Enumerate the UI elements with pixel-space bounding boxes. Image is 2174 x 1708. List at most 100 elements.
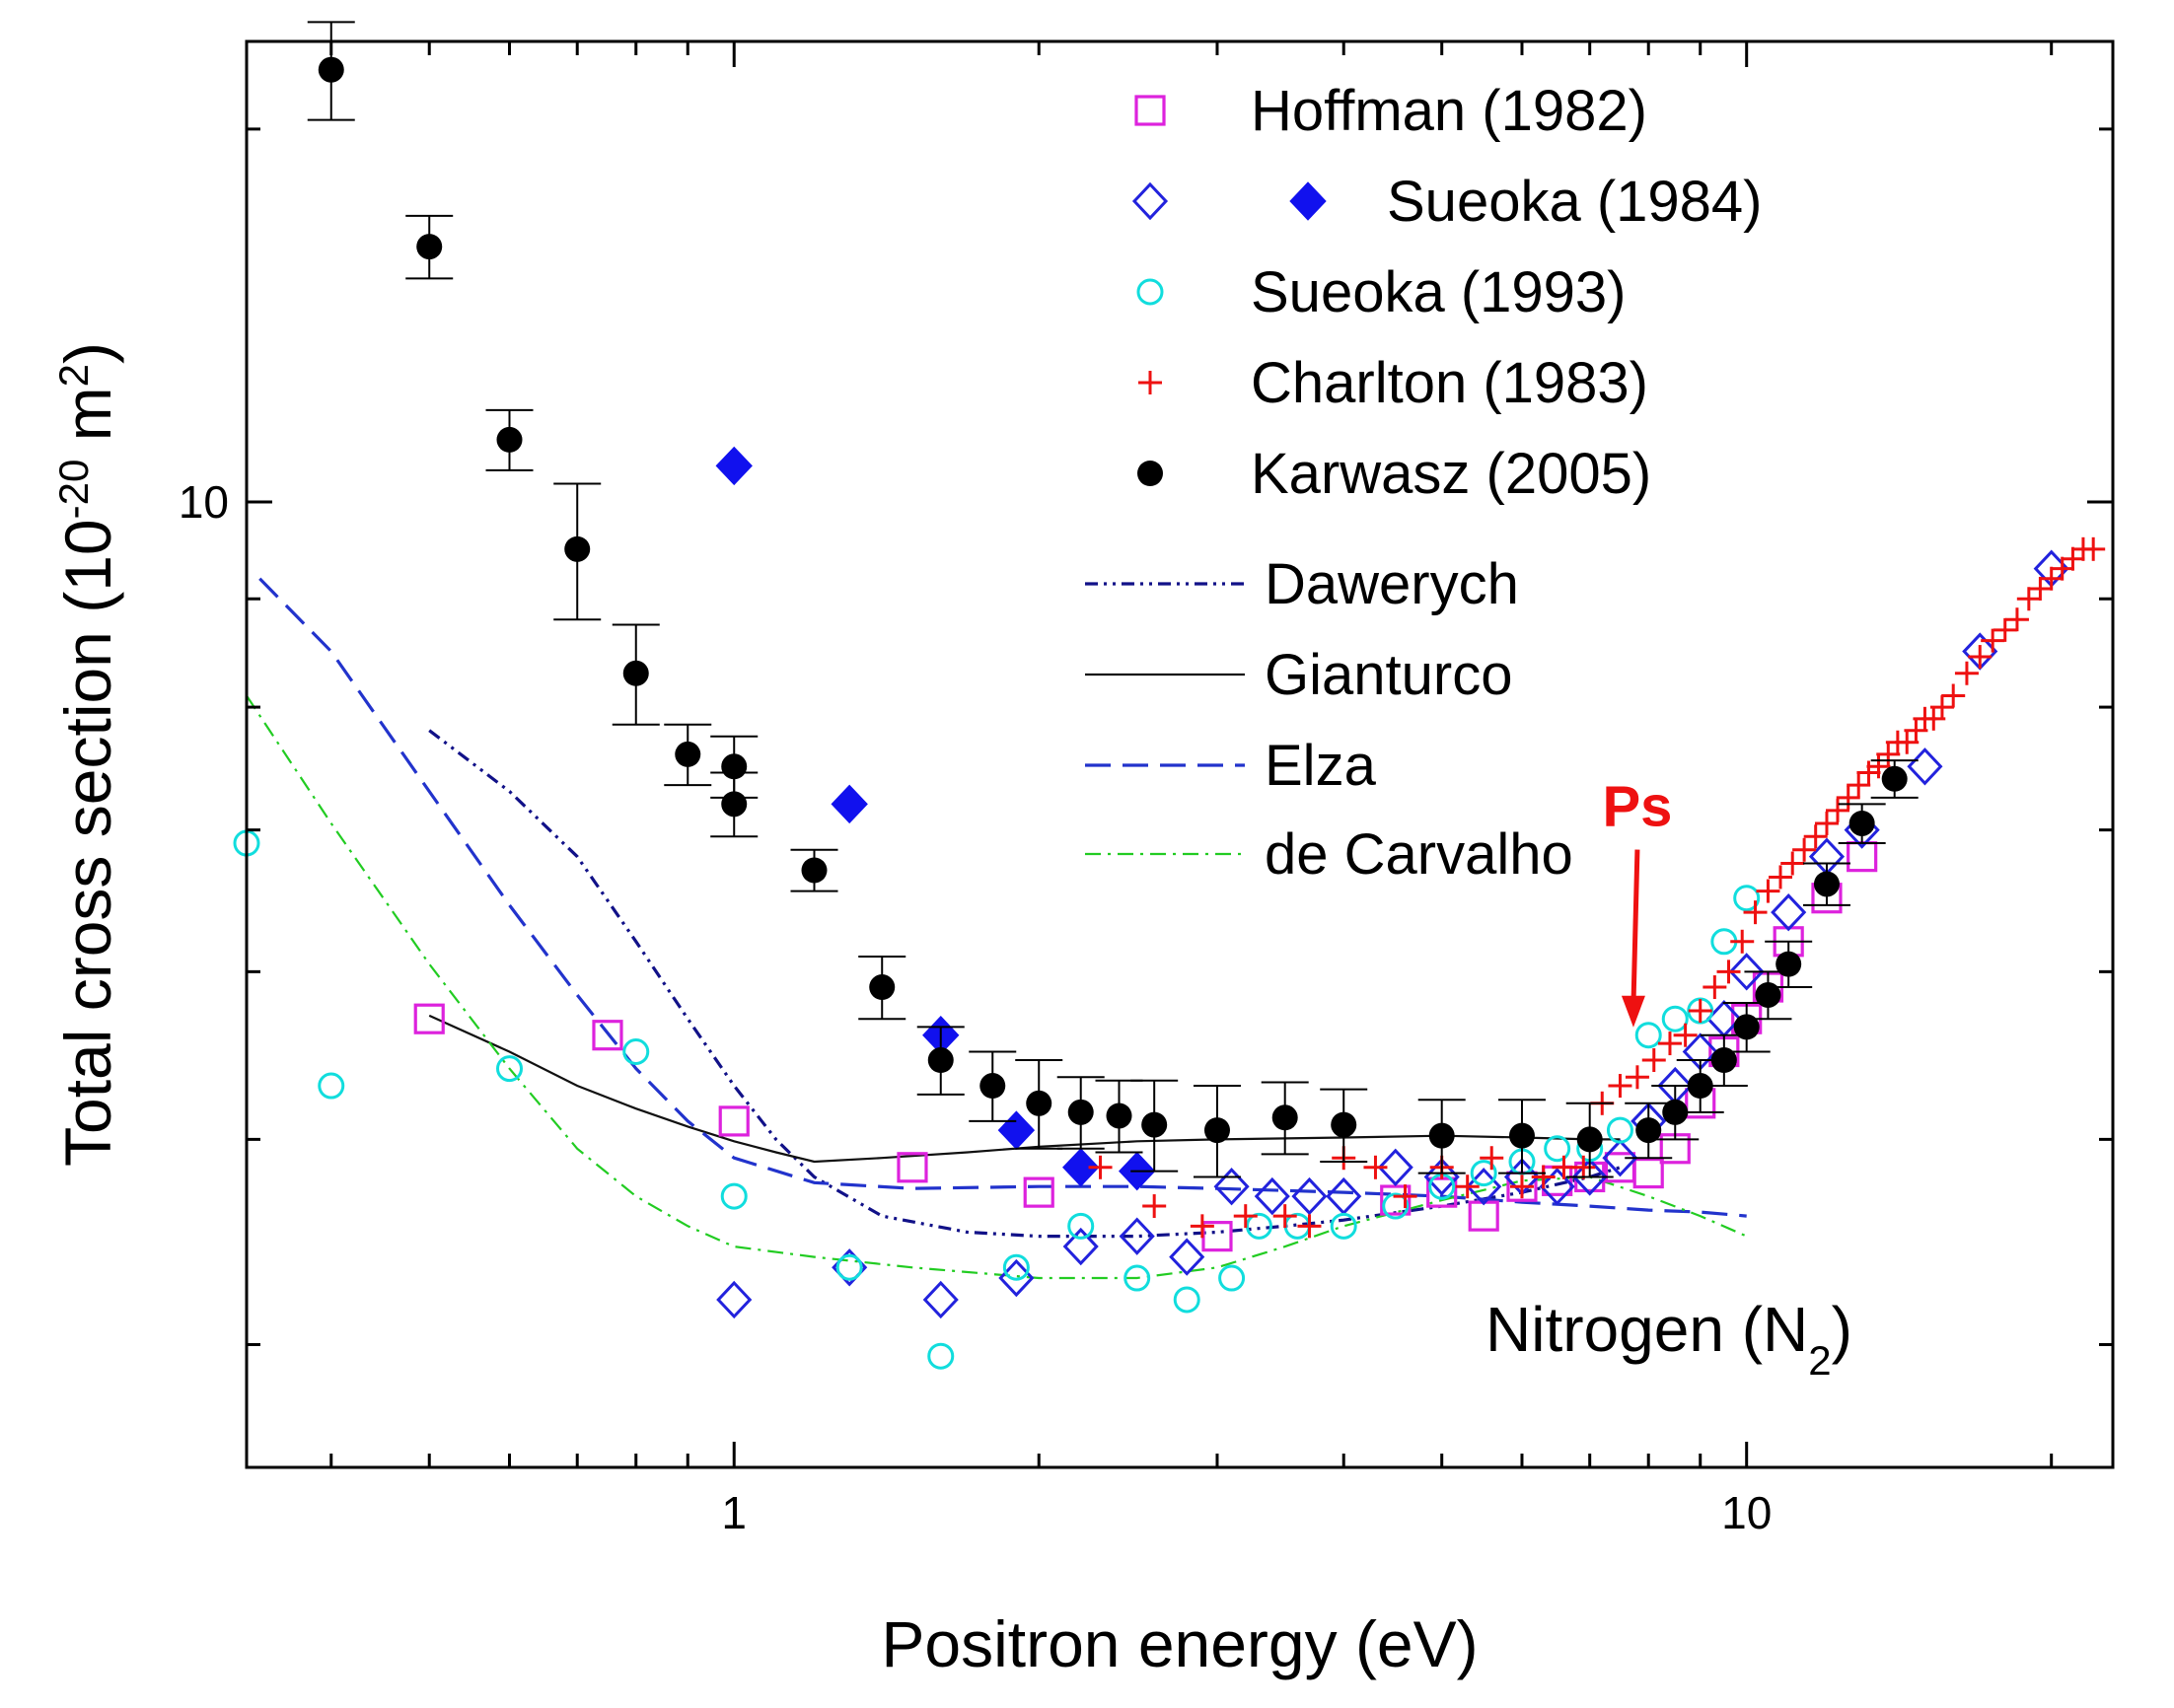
y-axis-title-exp: -20 [50, 460, 97, 520]
data-point [1907, 747, 1943, 786]
series-karwasz-2005- [307, 21, 1919, 1178]
legend-entry-de-carvalho: de Carvalho [1085, 822, 1573, 887]
data-point [1847, 773, 1871, 798]
legend-entry-karwasz-2005-: Karwasz (2005) [1137, 442, 1651, 506]
data-point [416, 234, 443, 260]
data-point [1657, 1032, 1682, 1056]
data-point [1662, 1099, 1689, 1125]
data-point [1245, 1212, 1272, 1240]
data-point [1730, 929, 1755, 954]
legend-label: de Carvalho [1265, 822, 1573, 887]
data-point [675, 741, 701, 767]
data-point [1380, 1184, 1412, 1216]
data-point [1326, 1176, 1362, 1216]
data-point [1602, 1139, 1638, 1177]
data-point [1634, 1022, 1662, 1049]
data-point [1470, 1160, 1497, 1187]
data-point [1635, 1117, 1662, 1144]
data-point [1141, 1111, 1168, 1138]
data-point [1941, 683, 1966, 708]
data-point [2016, 587, 2041, 611]
data-point [1428, 1122, 1455, 1149]
y-axis-title: Total cross section (10-20 m2) [50, 342, 125, 1167]
data-point [1067, 1212, 1095, 1240]
data-point [1848, 810, 1875, 836]
data-point [1792, 837, 1817, 862]
data-point [897, 1152, 928, 1183]
data-point [318, 1072, 345, 1100]
y-axis-title-unit: m [51, 387, 124, 459]
series-sueoka-1984-filled [715, 446, 1156, 1191]
plot-frame [245, 39, 2115, 1469]
data-point [997, 1110, 1036, 1150]
legend-entry-dawerych: Dawerych [1085, 552, 1519, 616]
nitrogen-annotation-sub: 2 [1808, 1337, 1831, 1384]
data-point [1688, 999, 1712, 1024]
data-point [1780, 851, 1805, 876]
data-point [1330, 1212, 1357, 1240]
data-point [1331, 1111, 1357, 1138]
data-point [1173, 1286, 1200, 1314]
data-point [1710, 1047, 1737, 1074]
data-point [1571, 1158, 1608, 1196]
data-point [1088, 1155, 1113, 1179]
ps-arrow [1630, 849, 1640, 1006]
series-line-dawerych [428, 729, 1621, 1239]
data-point [1123, 1264, 1151, 1292]
data-point [1755, 981, 1781, 1008]
legend-marker [1137, 461, 1163, 486]
x-tick-label: 10 [1721, 1487, 1772, 1538]
data-point [1203, 1117, 1230, 1144]
series-sueoka-1993- [233, 829, 1761, 1370]
legend-marker [1136, 278, 1164, 306]
axis-ticks: 1 10 10 [179, 41, 2113, 1538]
legend-label: Gianturco [1265, 643, 1512, 707]
data-point [496, 1055, 524, 1083]
data-point [1769, 865, 1793, 890]
data-point [927, 1342, 955, 1370]
data-point [1836, 785, 1860, 810]
data-point [1272, 1204, 1297, 1229]
data-point [413, 1003, 445, 1034]
y-axis-title-unit-exp: 2 [50, 364, 97, 387]
data-point [1393, 1184, 1417, 1209]
data-point [979, 1073, 1006, 1100]
data-point [716, 1280, 753, 1319]
legend-marker-filled-diamond [1289, 181, 1327, 221]
data-point [1743, 900, 1768, 925]
data-point [622, 660, 649, 686]
legend-label: Karwasz (2005) [1251, 442, 1651, 506]
data-point [1825, 798, 1849, 822]
data-point [1771, 892, 1807, 932]
data-point [1468, 1200, 1499, 1232]
data-point [1625, 1065, 1649, 1090]
data-point [1190, 1214, 1214, 1239]
data-point [318, 56, 344, 83]
data-point [1687, 1073, 1713, 1100]
data-point [831, 784, 868, 824]
y-axis-title-main: Total cross section (10 [51, 519, 124, 1167]
legend-marker [1134, 95, 1166, 126]
data-point [1929, 695, 1954, 720]
data-point [1608, 1074, 1632, 1099]
data-point [2081, 536, 2106, 561]
data-point [801, 857, 828, 884]
ps-label: Ps [1602, 775, 1672, 839]
plot-area [233, 21, 2106, 1370]
data-point [1954, 661, 1979, 685]
legend-entry-charlton-1983-: Charlton (1983) [1138, 351, 1648, 415]
data-point [2039, 566, 2064, 591]
data-point [2004, 607, 2029, 632]
data-point [1876, 742, 1901, 766]
legend-label: Dawerych [1265, 552, 1519, 616]
data-point [1291, 1176, 1328, 1216]
legend-entry-elza: Elza [1085, 734, 1377, 798]
data-point [1632, 1157, 1664, 1189]
ps-arrow-head [1621, 995, 1645, 1028]
data-point [1803, 824, 1828, 849]
data-point [720, 1182, 748, 1210]
legend-label: Elza [1265, 734, 1377, 798]
data-point [927, 1047, 954, 1074]
data-point [721, 791, 748, 818]
data-point [1756, 879, 1780, 903]
